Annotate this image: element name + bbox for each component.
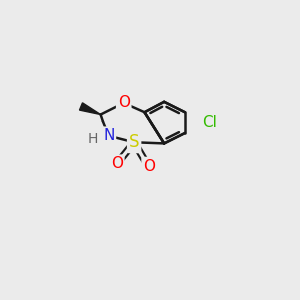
Text: H: H [87, 132, 98, 146]
Text: Cl: Cl [202, 115, 217, 130]
Text: N: N [103, 128, 114, 143]
Text: S: S [129, 133, 140, 151]
Polygon shape [80, 103, 100, 115]
Text: O: O [118, 95, 130, 110]
Text: O: O [143, 159, 155, 174]
Text: O: O [111, 156, 123, 171]
